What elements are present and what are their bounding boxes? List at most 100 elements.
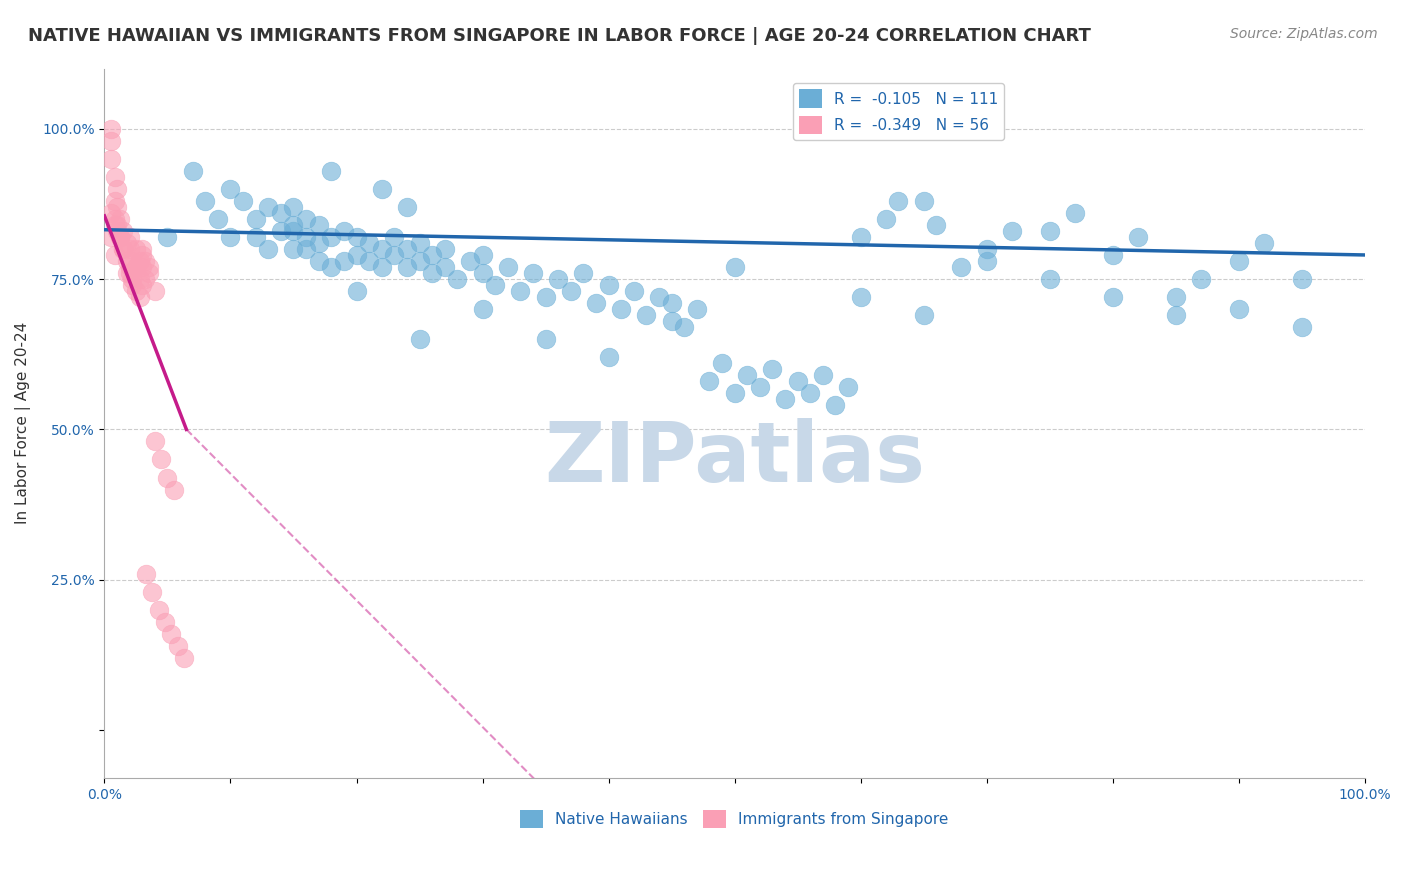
Point	[141, 584, 163, 599]
Point	[636, 308, 658, 322]
Point	[471, 302, 494, 317]
Point	[283, 224, 305, 238]
Point	[408, 254, 430, 268]
Point	[105, 182, 128, 196]
Point	[623, 284, 645, 298]
Point	[1291, 320, 1313, 334]
Point	[723, 260, 745, 274]
Point	[121, 254, 143, 268]
Point	[610, 302, 633, 317]
Point	[100, 134, 122, 148]
Point	[270, 224, 292, 238]
Point	[153, 615, 176, 629]
Point	[118, 230, 141, 244]
Point	[138, 260, 160, 274]
Legend: Native Hawaiians, Immigrants from Singapore: Native Hawaiians, Immigrants from Singap…	[515, 804, 955, 834]
Point	[257, 242, 280, 256]
Point	[181, 163, 204, 178]
Point	[308, 218, 330, 232]
Point	[112, 242, 135, 256]
Point	[103, 211, 125, 226]
Point	[382, 230, 405, 244]
Point	[484, 278, 506, 293]
Point	[143, 434, 166, 449]
Point	[270, 206, 292, 220]
Point	[359, 235, 381, 250]
Point	[395, 200, 418, 214]
Point	[661, 296, 683, 310]
Point	[138, 266, 160, 280]
Point	[1189, 272, 1212, 286]
Point	[446, 272, 468, 286]
Point	[799, 386, 821, 401]
Point	[837, 380, 859, 394]
Point	[1101, 248, 1123, 262]
Point	[773, 392, 796, 407]
Point	[686, 302, 709, 317]
Point	[173, 651, 195, 665]
Point	[118, 260, 141, 274]
Point	[433, 242, 456, 256]
Point	[1063, 206, 1085, 220]
Point	[100, 152, 122, 166]
Point	[585, 296, 607, 310]
Point	[112, 224, 135, 238]
Point	[321, 260, 343, 274]
Point	[395, 260, 418, 274]
Point	[849, 290, 872, 304]
Point	[283, 242, 305, 256]
Point	[166, 639, 188, 653]
Point	[125, 284, 148, 298]
Point	[1164, 290, 1187, 304]
Point	[359, 254, 381, 268]
Point	[156, 470, 179, 484]
Point	[370, 260, 392, 274]
Point	[125, 242, 148, 256]
Point	[648, 290, 671, 304]
Point	[245, 230, 267, 244]
Point	[295, 230, 318, 244]
Point	[912, 194, 935, 208]
Point	[976, 242, 998, 256]
Point	[121, 272, 143, 286]
Point	[207, 211, 229, 226]
Y-axis label: In Labor Force | Age 20-24: In Labor Force | Age 20-24	[15, 322, 31, 524]
Point	[735, 368, 758, 383]
Point	[420, 266, 443, 280]
Point	[849, 230, 872, 244]
Point	[118, 242, 141, 256]
Point	[143, 284, 166, 298]
Point	[321, 230, 343, 244]
Point	[1126, 230, 1149, 244]
Point	[572, 266, 595, 280]
Point	[912, 308, 935, 322]
Point	[509, 284, 531, 298]
Point	[100, 121, 122, 136]
Point	[163, 483, 186, 497]
Point	[1039, 224, 1062, 238]
Point	[131, 248, 153, 262]
Point	[1253, 235, 1275, 250]
Point	[115, 254, 138, 268]
Point	[748, 380, 770, 394]
Point	[283, 200, 305, 214]
Point	[723, 386, 745, 401]
Point	[108, 211, 131, 226]
Point	[458, 254, 481, 268]
Point	[283, 218, 305, 232]
Point	[105, 200, 128, 214]
Point	[295, 242, 318, 256]
Point	[1039, 272, 1062, 286]
Point	[160, 627, 183, 641]
Point	[112, 242, 135, 256]
Point	[560, 284, 582, 298]
Point	[100, 206, 122, 220]
Point	[346, 230, 368, 244]
Point	[156, 230, 179, 244]
Point	[257, 200, 280, 214]
Point	[433, 260, 456, 274]
Point	[105, 218, 128, 232]
Point	[346, 284, 368, 298]
Point	[420, 248, 443, 262]
Point	[219, 182, 242, 196]
